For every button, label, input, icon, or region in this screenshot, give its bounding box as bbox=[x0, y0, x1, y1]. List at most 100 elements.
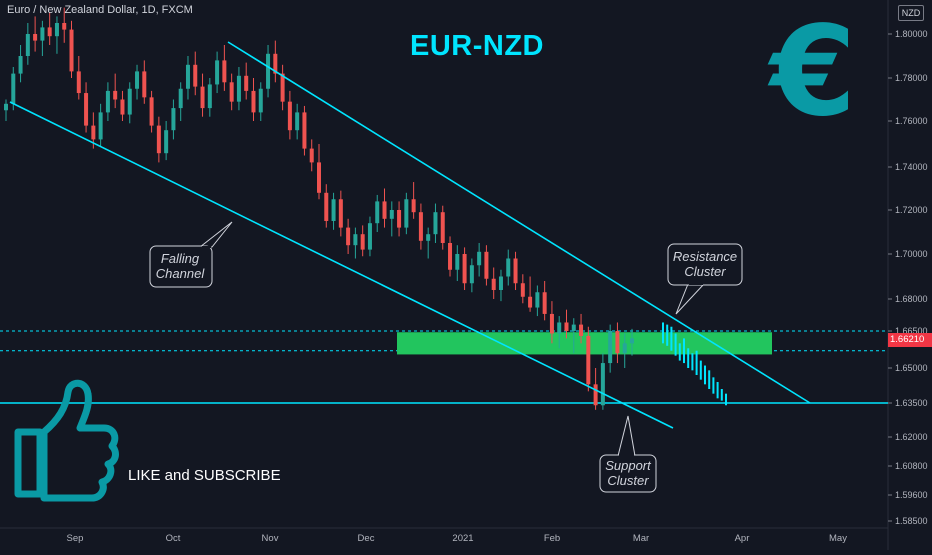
candle-body bbox=[11, 73, 16, 104]
y-tick-label: 1.60800 bbox=[895, 461, 928, 471]
candle-body bbox=[535, 292, 540, 308]
candle-body bbox=[258, 88, 263, 113]
x-tick-label: 2021 bbox=[452, 533, 473, 544]
projection-bar bbox=[674, 333, 677, 356]
candle-body bbox=[440, 212, 445, 243]
projection-bar bbox=[720, 389, 723, 401]
candle-body bbox=[586, 335, 591, 385]
candle-body bbox=[178, 88, 183, 109]
projection-bar bbox=[725, 393, 727, 406]
candle-body bbox=[455, 254, 460, 270]
candle-body bbox=[18, 56, 23, 74]
candle-body bbox=[200, 86, 205, 109]
candle-body bbox=[33, 34, 38, 41]
candle-body bbox=[469, 265, 474, 284]
candle-body bbox=[236, 75, 241, 102]
candle-body bbox=[84, 93, 89, 126]
projection-bar bbox=[662, 322, 664, 344]
candle-body bbox=[608, 331, 613, 364]
candle-body bbox=[251, 90, 256, 113]
candle-body bbox=[477, 251, 482, 266]
support-pointer bbox=[617, 415, 636, 457]
candle-body bbox=[389, 210, 394, 219]
candle-body bbox=[498, 276, 503, 290]
candle-body bbox=[360, 234, 365, 250]
candle-body bbox=[484, 251, 489, 279]
projection-bar bbox=[666, 324, 669, 346]
projection-bar bbox=[687, 348, 690, 368]
y-tick-label: 1.65000 bbox=[895, 363, 928, 373]
x-tick-label: Nov bbox=[262, 533, 279, 544]
y-tick-label: 1.74000 bbox=[895, 162, 928, 172]
candle-body bbox=[105, 90, 110, 113]
candle-body bbox=[135, 71, 140, 89]
candle-body bbox=[622, 343, 627, 354]
y-tick-label: 1.63500 bbox=[895, 398, 928, 408]
candle-body bbox=[528, 296, 533, 308]
candle-body bbox=[579, 324, 584, 336]
candle-body bbox=[287, 101, 292, 131]
y-tick-label: 1.76000 bbox=[895, 116, 928, 126]
candle-body bbox=[448, 243, 453, 270]
last-price-label: 1.66210 bbox=[888, 333, 932, 347]
currency-badge[interactable]: NZD bbox=[898, 5, 924, 21]
candle-body bbox=[98, 112, 103, 140]
candle-body bbox=[375, 201, 380, 224]
euro-icon: € bbox=[770, 0, 857, 144]
falling-channel-box bbox=[149, 245, 213, 288]
candle-body bbox=[353, 234, 358, 246]
y-tick-label: 1.59600 bbox=[895, 490, 928, 500]
candle-body bbox=[331, 199, 336, 221]
x-tick-label: Mar bbox=[633, 533, 649, 544]
thumbs-up-icon bbox=[14, 379, 119, 502]
projection-bar bbox=[670, 326, 673, 351]
candle-body bbox=[207, 84, 212, 109]
candle-body bbox=[185, 64, 190, 89]
candle-body bbox=[382, 201, 387, 219]
x-tick-label: Apr bbox=[735, 533, 750, 544]
candle-body bbox=[302, 112, 307, 149]
y-tick-label: 1.80000 bbox=[895, 29, 928, 39]
candle-body bbox=[142, 71, 147, 98]
x-tick-label: May bbox=[829, 533, 847, 544]
candle-body bbox=[149, 97, 154, 126]
candle-body bbox=[113, 90, 118, 100]
candle-body bbox=[229, 82, 234, 102]
candle-body bbox=[222, 60, 227, 83]
candle-body bbox=[600, 363, 605, 406]
y-tick-label: 1.78000 bbox=[895, 73, 928, 83]
y-tick-label: 1.66500 bbox=[895, 326, 928, 336]
candle-body bbox=[25, 34, 30, 56]
chart-title: EUR-NZD bbox=[410, 30, 544, 62]
candle-body bbox=[316, 162, 322, 193]
candle-body bbox=[280, 73, 285, 102]
candle-body bbox=[338, 199, 343, 228]
thumb-outline bbox=[14, 379, 119, 502]
candle-body bbox=[615, 331, 620, 354]
candle-body bbox=[76, 71, 81, 94]
support-cluster-label: Support Cluster bbox=[605, 458, 651, 488]
candle-body bbox=[520, 283, 525, 297]
candle-body bbox=[3, 103, 9, 111]
candle-body bbox=[266, 53, 271, 89]
candle-body bbox=[397, 210, 402, 228]
candle-body bbox=[54, 23, 59, 37]
candle-body bbox=[91, 125, 96, 140]
candle-body bbox=[549, 313, 554, 334]
candle-body bbox=[411, 199, 416, 213]
candle-body bbox=[506, 258, 511, 277]
x-tick-label: Feb bbox=[544, 533, 560, 544]
candle-body bbox=[593, 384, 598, 406]
candle-body bbox=[127, 88, 132, 115]
candle-body bbox=[62, 23, 67, 30]
symbol-header: Euro / New Zealand Dollar, 1D, FXCM bbox=[7, 4, 193, 16]
projection-bar bbox=[678, 343, 681, 361]
x-tick-label: Dec bbox=[358, 533, 375, 544]
projection-bar bbox=[708, 370, 711, 389]
candle-body bbox=[324, 192, 329, 221]
candle-body bbox=[542, 292, 547, 314]
like-subscribe-text: LIKE and SUBSCRIBE bbox=[128, 467, 281, 484]
candle-body bbox=[171, 108, 176, 131]
